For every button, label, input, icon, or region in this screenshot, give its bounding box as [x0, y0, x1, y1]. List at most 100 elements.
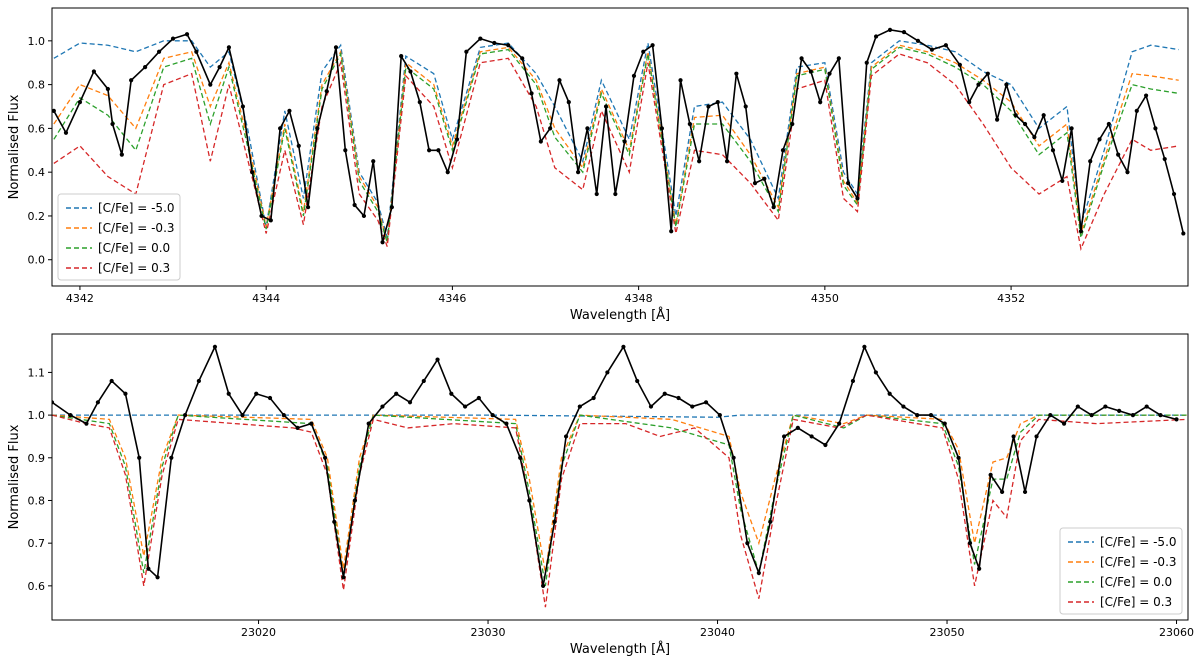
observed-point: [68, 413, 73, 418]
observed-point: [641, 49, 646, 54]
observed-point: [768, 519, 773, 524]
observed-point: [1069, 126, 1074, 131]
observed-point: [196, 378, 201, 384]
observed-point: [464, 49, 469, 54]
plot-area: [52, 344, 1188, 608]
series-line-0: [53, 40, 1179, 239]
legend-entry: [C/Fe] = 0.0: [98, 241, 170, 255]
x-tick-label: 4346: [438, 292, 466, 305]
observed-point: [407, 400, 413, 405]
legend-entry: [C/Fe] = -0.3: [98, 221, 175, 235]
observed-point: [548, 126, 553, 131]
observed-point: [1013, 113, 1018, 118]
observed-point: [1158, 413, 1163, 418]
observed-point: [1004, 82, 1009, 87]
observed-point: [988, 472, 993, 477]
observed-point: [648, 404, 654, 409]
observed-point: [109, 378, 114, 384]
observed-point: [333, 45, 339, 50]
observed-point: [380, 240, 385, 245]
observed-point: [1050, 148, 1056, 153]
observed-point: [734, 71, 739, 76]
observed-point: [1144, 404, 1149, 409]
x-tick-label: 23030: [471, 626, 506, 639]
series-line-1: [52, 414, 1188, 574]
legend-entry: [C/Fe] = -5.0: [1100, 535, 1177, 549]
y-tick-label: 0.8: [28, 494, 46, 507]
observed-point: [184, 32, 190, 37]
observed-point: [408, 69, 413, 74]
observed-point: [1060, 178, 1065, 184]
observed-point: [169, 455, 174, 460]
observed-point: [146, 566, 151, 571]
observed-point: [309, 421, 314, 426]
observed-point: [743, 104, 748, 109]
observed-point: [1078, 229, 1084, 234]
observed-point: [267, 395, 273, 401]
observed-point: [295, 425, 300, 431]
observed-spectrum-line: [52, 344, 1177, 586]
y-axis-label: Normalised Flux: [7, 424, 22, 529]
observed-point: [563, 434, 569, 439]
observed-point: [1022, 489, 1028, 495]
legend-entry: [C/Fe] = -5.0: [98, 201, 175, 215]
observed-point: [795, 425, 800, 431]
observed-point: [287, 108, 292, 113]
observed-point: [1000, 489, 1005, 495]
observed-point: [731, 455, 736, 460]
legend-entry: [C/Fe] = 0.3: [1100, 595, 1172, 609]
observed-point: [417, 100, 422, 105]
observed-point: [635, 378, 640, 384]
observed-point: [621, 344, 626, 349]
observed-point: [967, 100, 972, 105]
observed-point: [1032, 135, 1037, 140]
observed-point: [1134, 108, 1139, 113]
observed-point: [690, 404, 695, 409]
observed-point: [389, 205, 394, 210]
y-tick-label: 0.4: [28, 166, 46, 179]
series-line-0: [52, 414, 1188, 418]
observed-point: [976, 82, 981, 87]
observed-point: [703, 400, 709, 405]
observed-point: [622, 139, 627, 144]
y-tick-label: 0.7: [28, 537, 46, 550]
y-tick-label: 0.0: [28, 254, 46, 267]
observed-point: [977, 566, 982, 571]
observed-point: [399, 54, 404, 59]
observed-point: [518, 455, 523, 460]
observed-point: [1130, 413, 1136, 418]
x-tick-label: 4344: [252, 292, 280, 305]
observed-point: [605, 370, 610, 375]
observed-point: [1144, 93, 1149, 98]
observed-point: [305, 205, 311, 210]
observed-point: [662, 391, 667, 396]
observed-point: [659, 126, 665, 131]
observed-point: [790, 121, 795, 127]
observed-point: [762, 176, 767, 181]
observed-point: [706, 104, 711, 109]
legend-entry: [C/Fe] = -0.3: [1100, 555, 1177, 569]
observed-point: [476, 395, 481, 401]
y-tick-label: 0.6: [28, 580, 46, 593]
x-tick-label: 23020: [241, 626, 276, 639]
observed-point: [631, 73, 637, 78]
observed-point: [315, 126, 320, 131]
observed-point: [676, 395, 681, 401]
observed-point: [1088, 159, 1093, 164]
observed-point: [506, 43, 511, 48]
observed-point: [361, 213, 367, 219]
observed-point: [1034, 434, 1039, 439]
observed-point: [576, 170, 581, 175]
observed-point: [929, 47, 935, 52]
observed-point: [1022, 121, 1028, 127]
observed-point: [259, 213, 264, 219]
observed-point: [250, 170, 255, 175]
observed-point: [323, 455, 328, 460]
observed-point: [613, 191, 618, 197]
observed-point: [1011, 434, 1016, 439]
observed-point: [394, 391, 399, 396]
observed-point: [862, 344, 867, 349]
observed-point: [183, 413, 188, 418]
observed-point: [421, 378, 426, 384]
